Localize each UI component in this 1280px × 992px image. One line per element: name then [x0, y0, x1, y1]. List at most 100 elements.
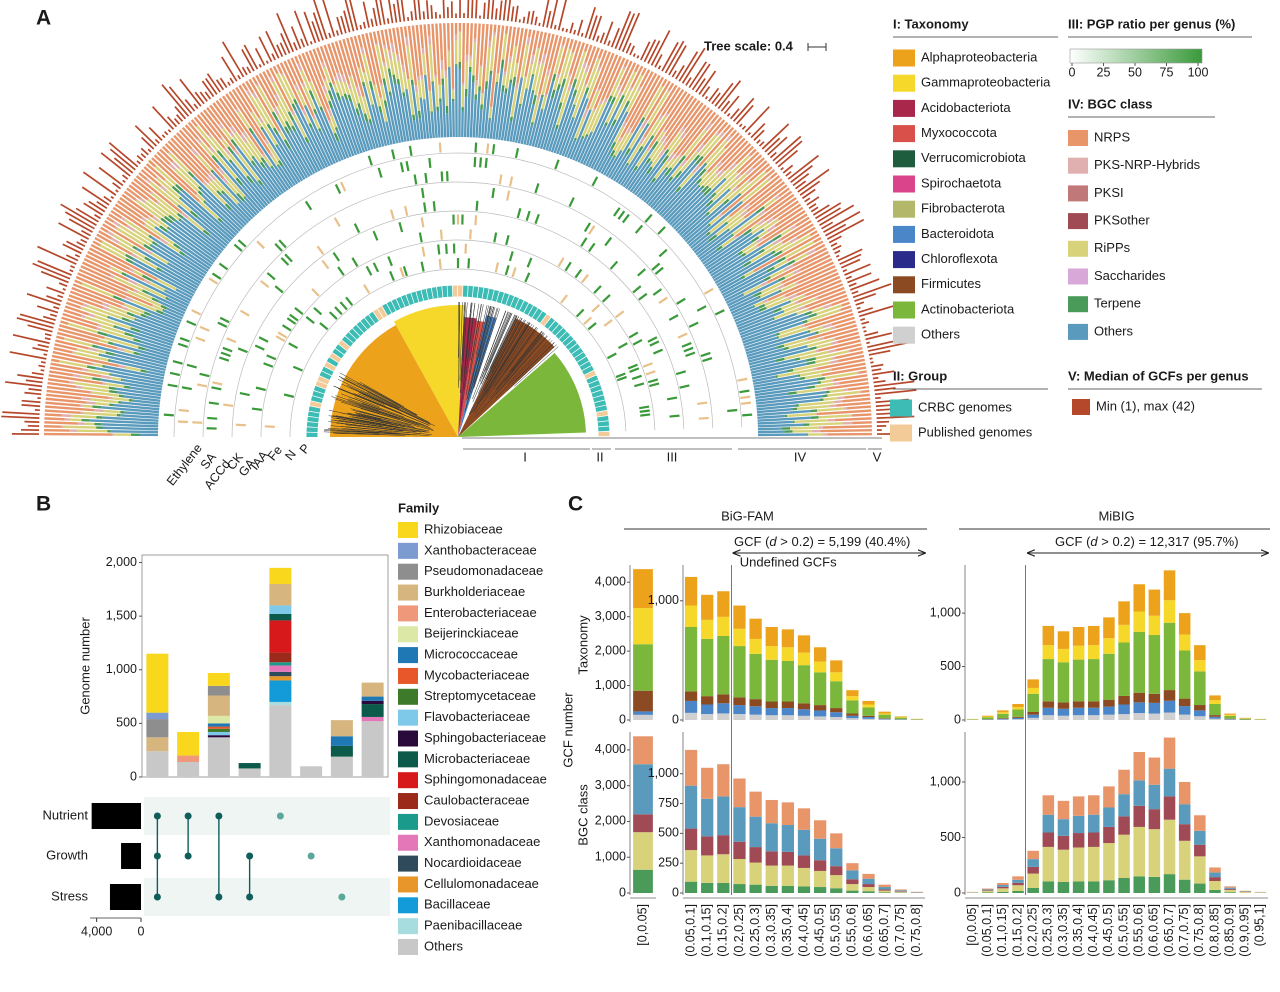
bgc-ring-segment: [777, 203, 802, 221]
gcf-bar: [311, 21, 321, 42]
group-segment: [307, 416, 319, 423]
bgc-ring-segment: [100, 226, 109, 233]
bgc-ring-segment: [385, 121, 393, 145]
bar-segment: [684, 712, 698, 720]
bgc-ring-segment: [525, 63, 533, 89]
bgc-ring-segment: [752, 375, 776, 383]
tree-branch: [506, 344, 557, 392]
bar-segment: [717, 616, 730, 636]
legend-label: Myxococcota: [921, 125, 998, 140]
bgc-ring-segment: [675, 186, 682, 193]
bgc-ring-segment: [515, 27, 524, 64]
bgc-ring-segment: [100, 328, 134, 341]
legend-swatch: [398, 855, 418, 872]
gcf-bar: [782, 164, 794, 174]
bgc-ring-segment: [195, 125, 219, 152]
bar-segment: [1118, 769, 1130, 795]
pgp-tick: [239, 309, 250, 317]
bgc-ring-segment: [724, 279, 766, 302]
bgc-ring-segment: [821, 366, 867, 377]
bgc-ring-segment: [556, 73, 560, 79]
gcf-bar: [825, 223, 847, 237]
x-tick-label: (0.3,0.35]: [764, 904, 778, 957]
bgc-ring-segment: [330, 115, 338, 128]
bgc-ring-segment: [255, 97, 275, 129]
bgc-ring-segment: [678, 189, 730, 236]
gcf-bar: [57, 294, 64, 299]
bgc-ring-segment: [171, 185, 181, 194]
gcf-bar: [148, 126, 163, 141]
bgc-ring-segment: [837, 335, 860, 344]
bar-segment: [1057, 708, 1070, 716]
group-segment: [426, 287, 433, 300]
bgc-ring-segment: [569, 109, 592, 160]
bar-segment: [1209, 700, 1221, 704]
legend-label: Saccharides: [1094, 268, 1166, 283]
bgc-ring-segment: [305, 51, 330, 110]
pgp-tick: [363, 284, 371, 294]
bgc-ring-segment: [673, 178, 726, 230]
bgc-ring-segment: [480, 93, 484, 105]
pgp-tick: [653, 348, 664, 355]
bgc-ring-segment: [141, 289, 150, 295]
bgc-ring-segment: [605, 57, 626, 99]
bgc-ring-segment: [777, 276, 786, 282]
bar-segment: [1103, 617, 1115, 639]
annotation-part: > 0.2) = 5,199 (40.4%): [777, 534, 911, 549]
bar-segment: [830, 712, 843, 718]
bgc-ring-segment: [342, 38, 359, 88]
bgc-ring-segment: [652, 159, 696, 210]
bgc-ring-segment: [703, 187, 712, 196]
plot-frame: [141, 554, 389, 778]
bgc-ring-segment: [418, 118, 424, 140]
bgc-ring-segment: [815, 350, 849, 360]
bar-segment: [1072, 659, 1085, 702]
matrix-dot: [153, 812, 161, 820]
bgc-ring-segment: [202, 229, 210, 236]
bgc-ring-segment: [799, 369, 830, 377]
bgc-ring-segment: [787, 259, 796, 266]
bgc-ring-segment: [229, 208, 247, 226]
gcf-bar: [561, 27, 565, 32]
bgc-ring-segment: [646, 166, 653, 175]
bgc-ring-segment: [816, 303, 845, 316]
legend-label: NRPS: [1094, 129, 1130, 144]
bgc-ring-segment: [603, 156, 616, 176]
group-segment: [496, 291, 505, 304]
bar-segment: [733, 778, 746, 808]
bar-segment: [1209, 877, 1221, 882]
bar-segment: [749, 714, 762, 720]
gcf-bar: [422, 11, 426, 20]
bgc-ring-segment: [125, 289, 129, 293]
bgc-ring-segment: [553, 46, 564, 75]
bgc-ring-segment: [822, 387, 827, 391]
annotation: GCF (d > 0.2) = 12,317 (95.7%): [1055, 534, 1239, 549]
tree-branch: [476, 306, 492, 362]
gcf-bar: [845, 275, 852, 280]
bgc-ring-segment: [181, 216, 225, 252]
bgc-ring-segment: [258, 116, 264, 124]
legend-label: Terpene: [1094, 296, 1141, 311]
pgp-tick: [526, 257, 533, 268]
gcf-bar: [65, 254, 79, 262]
bgc-ring-segment: [729, 173, 748, 191]
bgc-ring-segment: [787, 412, 816, 418]
tree-branch: [324, 428, 411, 435]
x-tick-label: (0.1,0.15]: [699, 904, 713, 957]
bgc-ring-segment: [750, 358, 795, 372]
gcf-bar: [241, 49, 255, 72]
bgc-ring-segment: [721, 137, 746, 164]
bgc-ring-segment: [784, 272, 794, 279]
bgc-ring-segment: [80, 314, 86, 319]
bar-segment: [781, 660, 794, 702]
tree-branch: [334, 398, 401, 420]
bgc-ring-segment: [847, 385, 870, 391]
bgc-ring-segment: [294, 83, 299, 91]
pgp-tick: [399, 267, 405, 278]
gcf-bar: [140, 153, 147, 159]
bgc-ring-segment: [608, 121, 643, 179]
bar-segment: [633, 814, 653, 833]
bgc-ring-segment: [809, 230, 818, 237]
